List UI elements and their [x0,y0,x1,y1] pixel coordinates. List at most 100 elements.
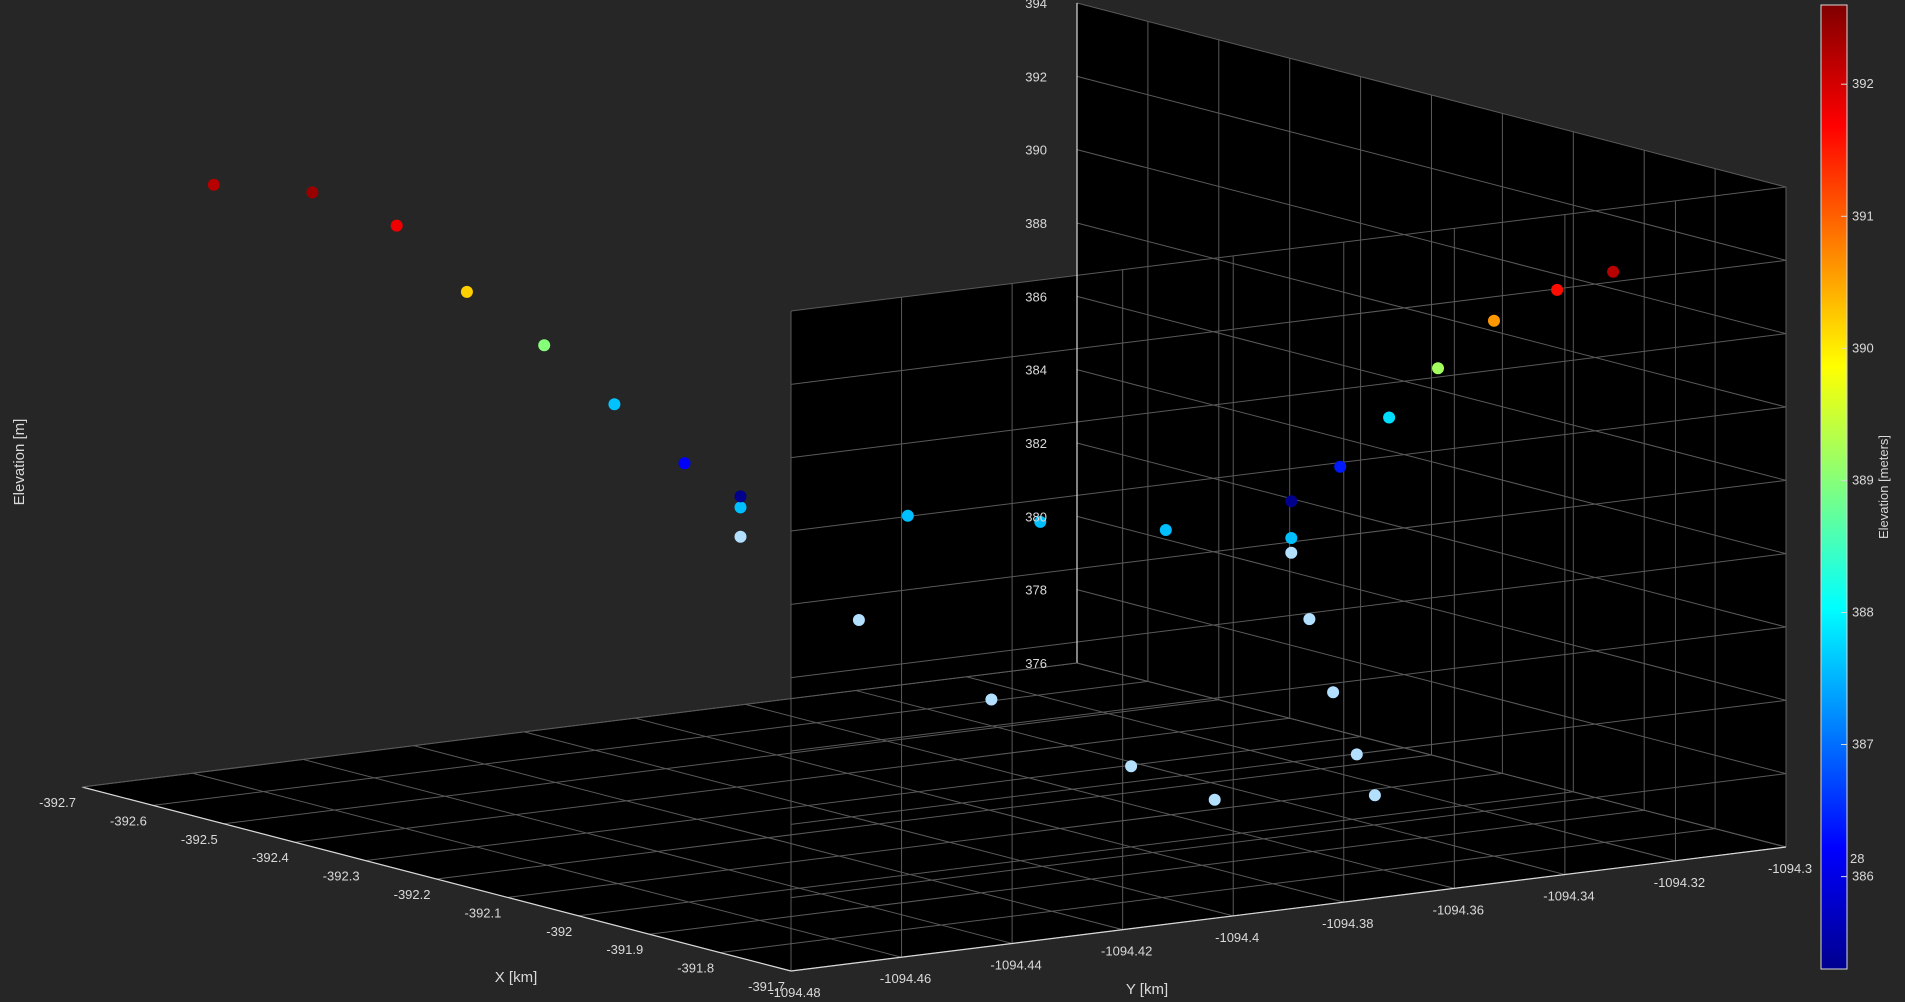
grid-line [649,809,1645,935]
data-point-s0-1 [306,186,319,199]
x-tick-label: -392.5 [181,832,218,847]
x-tick-label: -392.6 [110,813,147,828]
grid-line [1076,222,1787,408]
colorbar-tick-label: 390 [1852,340,1874,355]
colorbar-tick-label: 388 [1852,605,1874,620]
grid-line [1076,369,1787,555]
y-tick-label: -1094.42 [1101,944,1152,959]
data-point-s1-3 [1159,524,1172,536]
tick-labels: -392.7 -392.6 -392.5 -392.4 -392.3 -392.2 -392… [39,0,1812,1000]
y-tick-label: -1094.32 [1654,875,1705,890]
data-point-s1-2 [1034,515,1047,528]
data-point-s0-9 [1334,460,1347,473]
y-tick-label: -1094.46 [880,971,931,986]
data-point-s0-2 [390,219,403,232]
colorbar-label: Elevation [meters] [1876,435,1891,539]
z-tick-label: 388 [1025,216,1047,231]
y-tick-label: -1094.36 [1433,902,1484,917]
x-tick-label: -391.9 [606,942,643,957]
data-point-s2-0 [734,530,747,543]
z-tick-label: 392 [1025,69,1047,84]
grid-line [634,717,1344,903]
grid-line [1076,515,1787,701]
colorbar-tick-label: 386 [1852,869,1874,884]
grid-line [578,791,1574,917]
colorbar-extra-tick-label: 28 [1850,851,1864,866]
grid-line [1076,442,1787,628]
data-point-s0-5 [608,398,621,411]
data-point-s0-13 [1551,283,1564,296]
grid-line [790,773,1787,899]
data-point-s0-7 [734,490,747,503]
grid-line [790,186,1787,312]
data-point-s1-4 [1285,532,1298,544]
z-tick-label: 382 [1025,436,1047,451]
grid-line [1076,149,1787,335]
data-point-s2-5 [1285,546,1298,559]
y-tick-label: -1094.38 [1322,916,1373,931]
y-tick-label: -1094.34 [1543,889,1594,904]
z-tick-label: 380 [1025,509,1047,524]
data-point-s2-2 [985,693,998,706]
colorbar: 386 387 388 389 390 391 392 28 Elevation [meter… [1820,4,1891,970]
x-tick-label: -392 [546,924,572,939]
grid-line [365,736,1361,862]
grid-line [790,699,1787,825]
data-point-s1-0 [734,501,747,514]
grid-line [790,553,1787,679]
data-point-s0-11 [1432,362,1444,375]
data-point-s2-7 [1327,686,1340,699]
x-tick-label: -392.1 [465,905,502,920]
x-tick-label: -392.4 [252,850,289,865]
y-tick-label: -1094.44 [990,957,1041,972]
x-tick-label: -392.7 [39,795,76,810]
data-point-s1-1 [901,509,914,522]
x-tick-label: -392.2 [394,887,431,902]
data-point-s0-12 [1488,314,1500,327]
grid-line [1076,662,1787,848]
z-tick-label: 376 [1025,656,1047,671]
z-axis-label: Elevation [m] [11,419,28,506]
z-tick-label: 394 [1025,0,1047,11]
z-tick-label: 378 [1025,583,1047,598]
grid-line [745,703,1455,889]
x-tick-label: -392.3 [323,869,360,884]
z-tick-label: 384 [1025,363,1047,378]
y-tick-label: -1094.3 [1768,861,1812,876]
grid-line [223,699,1219,825]
grid-line [966,676,1676,862]
grid-line [192,772,902,958]
data-point-s2-8 [1350,748,1363,761]
z-tick-label: 386 [1025,289,1047,304]
axes-edges [81,3,1787,972]
colorbar-tick-label: 387 [1852,737,1874,752]
colorbar-tick-label: 392 [1852,76,1874,91]
grid-line [1076,2,1787,188]
data-point-s0-0 [207,178,220,191]
grid-line [413,745,1123,931]
colorbar-tick-label: 389 [1852,472,1874,487]
data-point-s0-6 [678,457,691,470]
data-point-s2-9 [1368,789,1381,802]
y-tick-label: -1094.4 [1215,930,1259,945]
data-point-s2-6 [1303,613,1316,626]
data-point-s0-14 [1607,265,1620,278]
colorbar-ticks: 386 387 388 389 390 391 392 28 [1841,76,1874,884]
y-axis-line [790,846,1787,972]
colorbar-tick-label: 391 [1852,208,1874,223]
grid-line [790,626,1787,752]
grid-line [152,680,1148,806]
point-cloud [207,178,1620,806]
y-tick-label: -1094.48 [769,985,820,1000]
grid-line [294,717,1290,843]
grid-line [720,828,1716,954]
grid-line [1076,589,1787,775]
data-point-s0-4 [538,339,551,352]
grid-line [1076,295,1787,481]
grid-line [524,731,1234,917]
data-point-s0-3 [460,285,473,298]
x-axis-label: X [km] [495,969,538,986]
floor-edge [81,662,1078,788]
grid-line [302,758,1013,944]
x-tick-label: -391.7 [748,979,785,994]
